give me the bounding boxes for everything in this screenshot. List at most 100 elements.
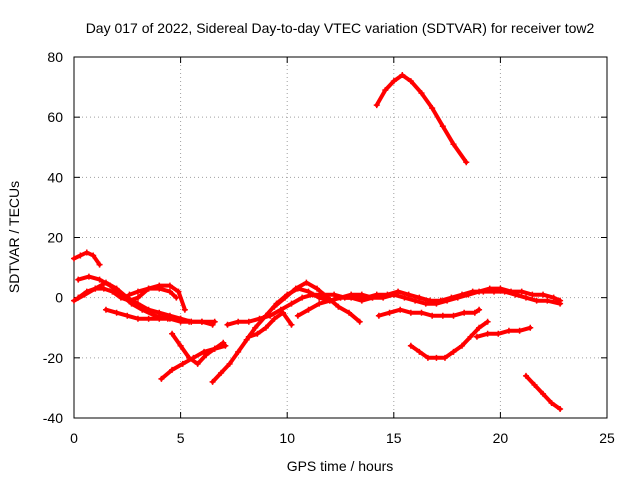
data-point bbox=[288, 300, 295, 307]
y-axis-label: SDTVAR / TECUs bbox=[6, 181, 22, 293]
data-point bbox=[109, 288, 116, 295]
data-point bbox=[235, 318, 242, 325]
data-point bbox=[516, 327, 523, 334]
data-point bbox=[243, 336, 250, 343]
x-tick-label: 5 bbox=[177, 430, 185, 446]
data-point bbox=[173, 294, 180, 301]
data-point bbox=[427, 297, 434, 304]
data-point bbox=[550, 294, 557, 301]
data-point bbox=[439, 123, 446, 130]
data-point bbox=[102, 306, 109, 313]
data-point bbox=[220, 339, 227, 346]
data-point bbox=[358, 291, 365, 298]
data-point bbox=[373, 102, 380, 109]
data-point bbox=[96, 261, 103, 268]
data-point bbox=[422, 300, 429, 307]
data-point bbox=[166, 288, 173, 295]
data-point bbox=[476, 324, 483, 331]
data-point bbox=[384, 291, 391, 298]
data-point bbox=[522, 372, 529, 379]
data-point bbox=[188, 318, 195, 325]
data-point bbox=[397, 306, 404, 313]
data-point bbox=[399, 72, 406, 79]
series-line bbox=[408, 319, 490, 360]
data-point bbox=[156, 285, 163, 292]
data-point bbox=[461, 309, 468, 316]
data-point bbox=[467, 333, 474, 340]
series-arc-09 bbox=[169, 330, 227, 367]
data-point bbox=[124, 312, 131, 319]
data-point bbox=[113, 309, 120, 316]
data-point bbox=[337, 294, 344, 301]
data-point bbox=[418, 90, 425, 97]
series-arc-12 bbox=[245, 309, 295, 340]
series-arc-15 bbox=[375, 306, 483, 319]
data-point bbox=[277, 306, 284, 313]
data-point bbox=[245, 318, 252, 325]
x-tick-labels: 0 5 10 15 20 25 bbox=[70, 430, 615, 446]
data-point bbox=[303, 279, 310, 286]
series-arc-13 bbox=[271, 279, 363, 325]
data-point bbox=[252, 324, 259, 331]
data-point bbox=[145, 285, 152, 292]
series-arc-11 bbox=[224, 288, 564, 328]
data-point bbox=[395, 288, 402, 295]
series-arc-06 bbox=[102, 306, 218, 325]
data-point bbox=[471, 309, 478, 316]
data-series bbox=[71, 72, 564, 412]
y-tick-label: -40 bbox=[43, 410, 63, 426]
y-tick-label: 20 bbox=[47, 230, 63, 246]
data-point bbox=[331, 291, 338, 298]
data-point bbox=[156, 309, 163, 316]
series-arc-14 bbox=[294, 291, 376, 319]
series-arc-17 bbox=[473, 324, 534, 340]
data-point bbox=[314, 285, 321, 292]
data-point bbox=[450, 312, 457, 319]
data-point bbox=[476, 306, 483, 313]
data-point bbox=[77, 252, 84, 259]
data-point bbox=[282, 294, 289, 301]
series-arc-16 bbox=[407, 318, 491, 361]
data-point bbox=[335, 303, 342, 310]
data-point bbox=[473, 333, 480, 340]
data-point bbox=[186, 354, 193, 361]
x-tick-label: 15 bbox=[386, 430, 402, 446]
data-point bbox=[557, 405, 564, 412]
data-point bbox=[326, 297, 333, 304]
data-point bbox=[495, 330, 502, 337]
data-point bbox=[134, 288, 141, 295]
data-point bbox=[407, 309, 414, 316]
data-point bbox=[463, 159, 470, 166]
data-point bbox=[203, 351, 210, 358]
data-point bbox=[382, 87, 389, 94]
data-point bbox=[450, 141, 457, 148]
plot-frame bbox=[73, 56, 608, 419]
data-point bbox=[501, 288, 508, 295]
data-point bbox=[305, 306, 312, 313]
data-point bbox=[201, 348, 208, 355]
data-point bbox=[75, 294, 82, 301]
data-point bbox=[429, 105, 436, 112]
data-point bbox=[309, 291, 316, 298]
data-point bbox=[505, 327, 512, 334]
data-point bbox=[71, 255, 77, 262]
data-point bbox=[262, 324, 269, 331]
data-point bbox=[418, 309, 425, 316]
data-point bbox=[245, 333, 252, 340]
data-point bbox=[441, 354, 448, 361]
data-point bbox=[194, 360, 201, 367]
data-point bbox=[407, 342, 414, 349]
data-point bbox=[126, 291, 133, 298]
data-point bbox=[450, 348, 457, 355]
data-point bbox=[288, 321, 295, 328]
x-axis-label: GPS time / hours bbox=[287, 458, 394, 474]
data-point bbox=[169, 330, 176, 337]
series-line bbox=[474, 325, 533, 339]
data-point bbox=[459, 342, 466, 349]
data-point bbox=[102, 279, 109, 286]
data-point bbox=[512, 291, 519, 298]
series-arc-10 bbox=[209, 285, 564, 385]
data-point bbox=[356, 318, 363, 325]
data-point bbox=[254, 330, 261, 337]
x-tick-label: 25 bbox=[599, 430, 615, 446]
